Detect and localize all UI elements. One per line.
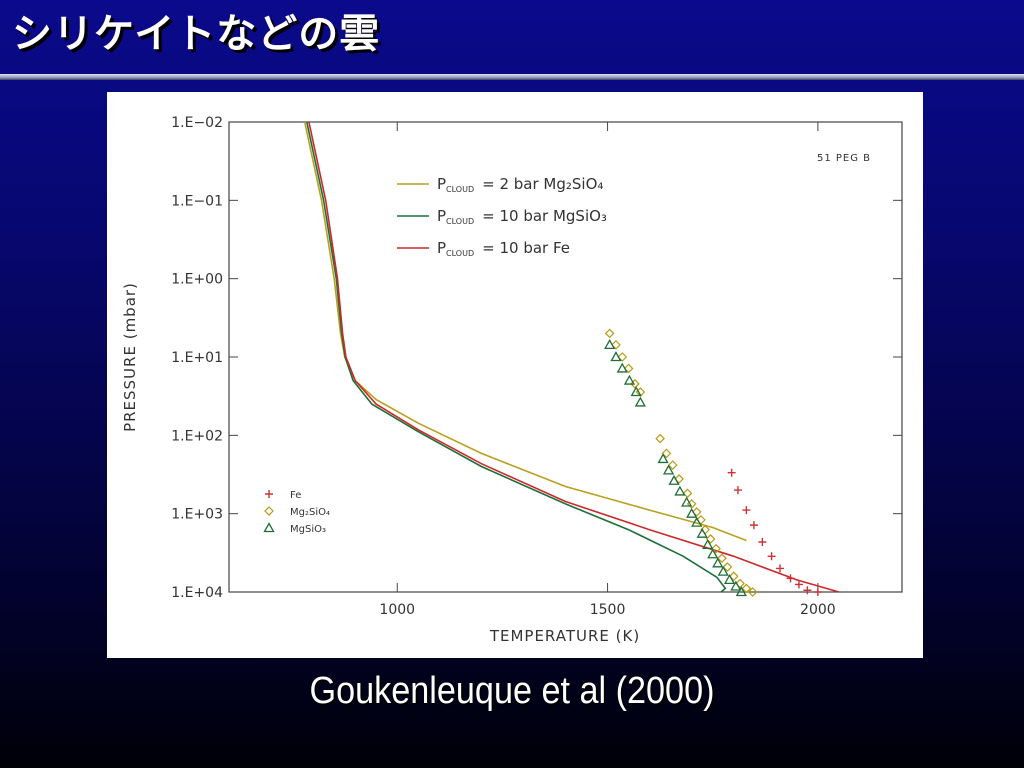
legend-entry-2: PCLOUD = 10 bar Fe — [437, 239, 570, 258]
pressure-temperature-chart: 1000 1500 2000 1.E−02 1.E−01 1.E+00 1.E+01 1.E+… — [121, 115, 903, 645]
condensation-marker — [668, 474, 680, 485]
condensation-marker — [717, 553, 727, 564]
condensation-marker — [630, 378, 640, 389]
condensation-marker — [674, 485, 686, 496]
slide-title: シリケイトなどの雲 — [12, 11, 381, 57]
condensation-marker — [747, 587, 758, 597]
condensation-marker — [803, 586, 812, 595]
x-tick-label: 1000 — [379, 602, 415, 618]
x-tick-label: 2000 — [800, 602, 836, 618]
condensation-marker — [723, 574, 736, 585]
condensation-marker — [727, 468, 736, 477]
condensation-marker — [667, 460, 678, 470]
condensation-marker — [733, 486, 742, 495]
x-axis-label: TEMPERATURE (K) — [489, 627, 640, 645]
legend-marker-label-1: Mg₂SiO₄ — [290, 507, 330, 518]
condensation-marker — [696, 527, 708, 538]
condensation-marker — [674, 474, 684, 484]
y-tick-label: 1.E+04 — [171, 585, 223, 601]
condensation-marker — [691, 516, 703, 527]
legend-marker-label-0: Fe — [290, 490, 301, 501]
y-tick-label: 1.E−01 — [171, 193, 223, 209]
condensation-marker — [767, 552, 776, 561]
legend-marker-label-2: MgSiO₃ — [290, 524, 326, 535]
legend-marker-0 — [265, 490, 273, 498]
series-line-0 — [303, 121, 747, 542]
condensation-marker — [610, 351, 622, 362]
condensation-marker — [623, 363, 634, 374]
condensation-marker — [794, 580, 803, 589]
condensation-marker — [813, 588, 822, 596]
condensation-marker — [630, 386, 642, 397]
condensation-marker — [728, 571, 739, 582]
condensation-marker — [604, 328, 615, 339]
condensation-marker — [776, 564, 785, 573]
condensation-marker — [661, 448, 672, 459]
legend-entry-1: PCLOUD = 10 bar MgSiO₃ — [437, 207, 607, 226]
legend-marker-2 — [263, 522, 275, 533]
condensation-marker — [616, 362, 628, 373]
condensation-marker — [611, 340, 621, 350]
condensation-marker — [741, 583, 752, 594]
condensation-marker — [655, 433, 665, 444]
condensation-marker — [682, 488, 693, 499]
y-tick-label: 1.E+03 — [171, 507, 223, 523]
condensation-marker — [634, 396, 646, 407]
slide-caption: Goukenleuque et al (2000) — [309, 670, 715, 712]
condensation-marker — [705, 534, 716, 544]
condensation-marker — [786, 574, 795, 583]
condensation-marker — [722, 562, 733, 572]
title-underline — [0, 74, 1024, 80]
condensation-marker — [657, 453, 669, 464]
condensation-marker — [717, 565, 729, 576]
y-tick-label: 1.E−02 — [171, 115, 223, 131]
condensation-marker — [711, 543, 721, 554]
condensation-marker — [735, 586, 747, 597]
series-line-2 — [308, 121, 840, 593]
legend-entry-0: PCLOUD = 2 bar Mg₂SiO₄ — [437, 175, 603, 194]
condensation-marker — [712, 557, 724, 568]
x-tick-label: 1500 — [590, 602, 626, 618]
condensation-marker — [696, 515, 706, 525]
condensation-marker — [707, 548, 719, 559]
condensation-marker — [758, 538, 767, 547]
y-tick-label: 1.E+00 — [171, 272, 223, 288]
condensation-marker — [742, 506, 751, 515]
condensation-marker — [686, 507, 698, 518]
condensation-marker — [730, 580, 742, 591]
chart-annotation: 51 PEG B — [817, 153, 871, 164]
title-bar: シリケイトなどの雲 — [0, 0, 1024, 74]
condensation-marker — [662, 464, 675, 475]
y-tick-label: 1.E+02 — [171, 428, 223, 444]
chart-figure: 1000 1500 2000 1.E−02 1.E−01 1.E+00 1.E+01 1.E+… — [107, 92, 923, 658]
y-axis-label: PRESSURE (mbar) — [121, 282, 139, 432]
series-line-1 — [306, 121, 727, 593]
condensation-marker — [735, 578, 745, 589]
legend-marker-1 — [264, 506, 274, 516]
condensation-marker — [749, 521, 758, 530]
condensation-marker — [702, 539, 714, 549]
condensation-marker — [617, 352, 628, 362]
condensation-marker — [681, 496, 693, 507]
y-tick-label: 1.E+01 — [171, 350, 223, 366]
condensation-marker — [604, 339, 616, 350]
condensation-marker — [623, 374, 636, 385]
condensation-marker — [691, 507, 702, 517]
